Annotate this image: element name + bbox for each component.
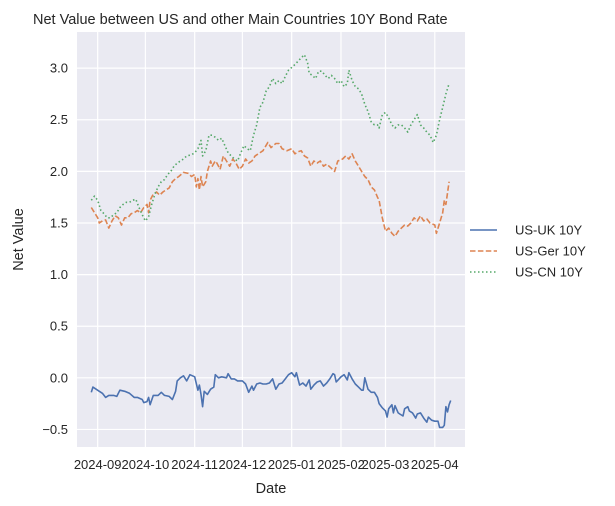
x-tick-label: 2024-12 <box>219 457 267 472</box>
series-line-us-ger-10y <box>90 141 450 238</box>
y-tick-label: −0.5 <box>42 422 68 437</box>
x-tick-label: 2025-02 <box>317 457 365 472</box>
y-tick-labels: −0.5 0.0 0.5 1.0 1.5 2.0 2.5 3.0 <box>42 61 68 437</box>
y-axis-title: Net Value <box>11 208 27 271</box>
y-tick-label: 2.5 <box>50 112 68 127</box>
legend-label: US-CN 10Y <box>515 265 583 280</box>
y-tick-label: 0.5 <box>50 319 68 334</box>
plot-area <box>77 32 465 447</box>
series-lines <box>90 53 452 429</box>
series-line-us-cn-10y <box>90 53 450 222</box>
y-tick-label: 3.0 <box>50 61 68 76</box>
y-tick-label: 1.0 <box>50 267 68 282</box>
y-tick-label: 2.0 <box>50 164 68 179</box>
legend: US-UK 10Y US-Ger 10Y US-CN 10Y <box>470 223 586 280</box>
series-line-us-uk-10y <box>90 371 452 429</box>
x-tick-label: 2025-04 <box>411 457 459 472</box>
y-gridlines <box>77 67 465 431</box>
x-tick-label: 2024-09 <box>74 457 122 472</box>
chart-title: Net Value between US and other Main Coun… <box>33 12 448 28</box>
x-tick-label: 2024-10 <box>122 457 170 472</box>
x-tick-label: 2025-01 <box>268 457 316 472</box>
legend-label: US-UK 10Y <box>515 223 583 238</box>
x-tick-label: 2025-03 <box>362 457 410 472</box>
y-tick-label: 1.5 <box>50 215 68 230</box>
x-axis-title: Date <box>256 481 287 497</box>
x-tick-label: 2024-11 <box>171 457 218 472</box>
legend-label: US-Ger 10Y <box>515 244 586 259</box>
y-tick-label: 0.0 <box>50 370 68 385</box>
x-tick-labels: 2024-09 2024-10 2024-11 2024-12 2025-01 2025-… <box>74 457 459 472</box>
